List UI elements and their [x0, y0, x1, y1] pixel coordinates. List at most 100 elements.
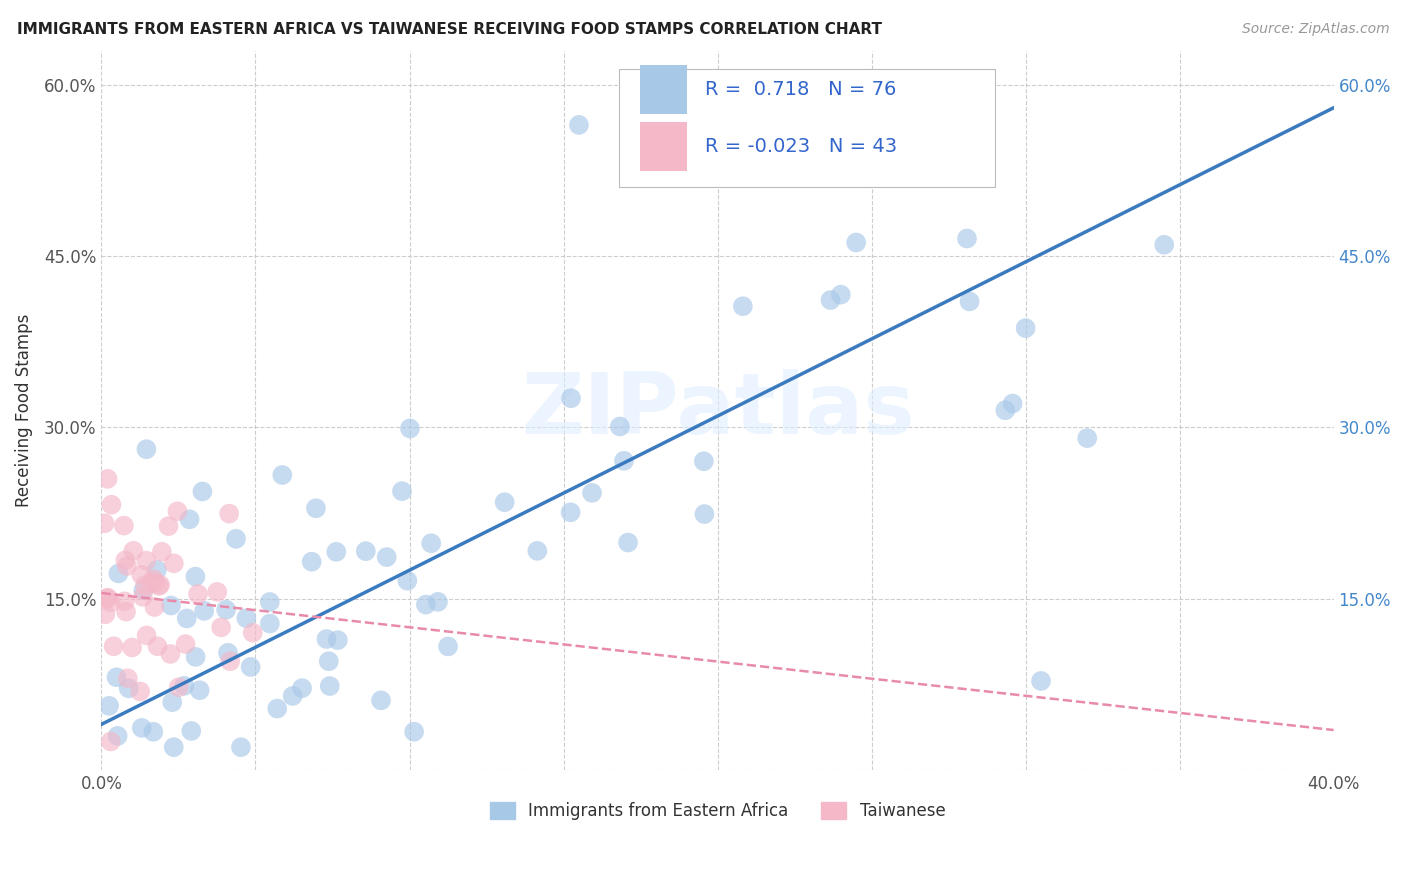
Point [959, 294, 981, 309]
Point [157, 519, 180, 533]
Y-axis label: Receiving Food Stamps: Receiving Food Stamps [15, 314, 32, 507]
Point [404, 724, 426, 739]
Point [217, 646, 239, 660]
Point [370, 693, 392, 707]
Point [693, 507, 716, 521]
Point [184, 649, 207, 664]
Point [259, 595, 281, 609]
Point [100, 734, 122, 748]
Point [188, 683, 211, 698]
Point [103, 639, 125, 653]
Point [219, 654, 242, 668]
Point [135, 554, 157, 568]
Point [193, 604, 215, 618]
Point [494, 495, 516, 509]
Point [159, 647, 181, 661]
Point [149, 578, 172, 592]
Point [354, 544, 377, 558]
Point [229, 740, 252, 755]
Point [134, 578, 156, 592]
Point [259, 616, 281, 631]
Legend: Immigrants from Eastern Africa, Taiwanese: Immigrants from Eastern Africa, Taiwanes… [482, 795, 952, 826]
Point [318, 654, 340, 668]
Point [271, 467, 294, 482]
Text: Source: ZipAtlas.com: Source: ZipAtlas.com [1241, 22, 1389, 37]
Point [325, 545, 347, 559]
Point [167, 680, 190, 694]
Point [146, 563, 169, 577]
Point [141, 576, 163, 591]
Point [121, 640, 143, 655]
Point [187, 587, 209, 601]
Point [242, 625, 264, 640]
Point [319, 679, 342, 693]
Point [1029, 673, 1052, 688]
Point [143, 575, 166, 590]
Point [581, 486, 603, 500]
Point [1014, 321, 1036, 335]
Point [132, 583, 155, 598]
Point [617, 535, 640, 549]
Point [107, 729, 129, 743]
Point [114, 594, 136, 608]
Point [693, 454, 716, 468]
Point [131, 721, 153, 735]
Text: R =  0.718   N = 76: R = 0.718 N = 76 [706, 80, 897, 99]
Point [143, 600, 166, 615]
Point [1076, 431, 1098, 445]
Point [163, 557, 186, 571]
Point [609, 419, 631, 434]
Point [291, 681, 314, 695]
Point [659, 152, 682, 166]
Point [225, 532, 247, 546]
Point [956, 231, 979, 245]
Point [326, 633, 349, 648]
Point [163, 740, 186, 755]
Point [150, 545, 173, 559]
Point [830, 287, 852, 301]
Point [129, 684, 152, 698]
Point [191, 484, 214, 499]
Point [94, 607, 117, 622]
FancyBboxPatch shape [640, 122, 686, 170]
Point [98, 698, 121, 713]
Point [994, 403, 1017, 417]
Point [114, 553, 136, 567]
Point [315, 632, 337, 646]
Point [180, 723, 202, 738]
Point [184, 569, 207, 583]
Point [93, 516, 115, 531]
Point [266, 701, 288, 715]
Point [820, 293, 842, 307]
Point [100, 595, 122, 609]
Point [174, 637, 197, 651]
Point [1001, 396, 1024, 410]
Point [568, 118, 591, 132]
Point [375, 550, 398, 565]
Point [142, 572, 165, 586]
Point [209, 620, 232, 634]
Point [160, 695, 183, 709]
Point [437, 640, 460, 654]
Point [396, 574, 419, 588]
Text: IMMIGRANTS FROM EASTERN AFRICA VS TAIWANESE RECEIVING FOOD STAMPS CORRELATION CH: IMMIGRANTS FROM EASTERN AFRICA VS TAIWAN… [17, 22, 882, 37]
Point [281, 689, 304, 703]
Point [239, 660, 262, 674]
Point [560, 505, 582, 519]
Point [96, 591, 118, 606]
Point [845, 235, 868, 250]
Point [135, 442, 157, 457]
Point [142, 724, 165, 739]
Point [107, 566, 129, 581]
Point [112, 518, 135, 533]
Point [215, 603, 238, 617]
Point [207, 585, 229, 599]
Point [613, 454, 636, 468]
Point [146, 640, 169, 654]
Point [115, 559, 138, 574]
Point [426, 595, 449, 609]
Point [179, 512, 201, 526]
Point [420, 536, 443, 550]
Point [399, 421, 422, 435]
Text: R = -0.023   N = 43: R = -0.023 N = 43 [706, 136, 897, 156]
